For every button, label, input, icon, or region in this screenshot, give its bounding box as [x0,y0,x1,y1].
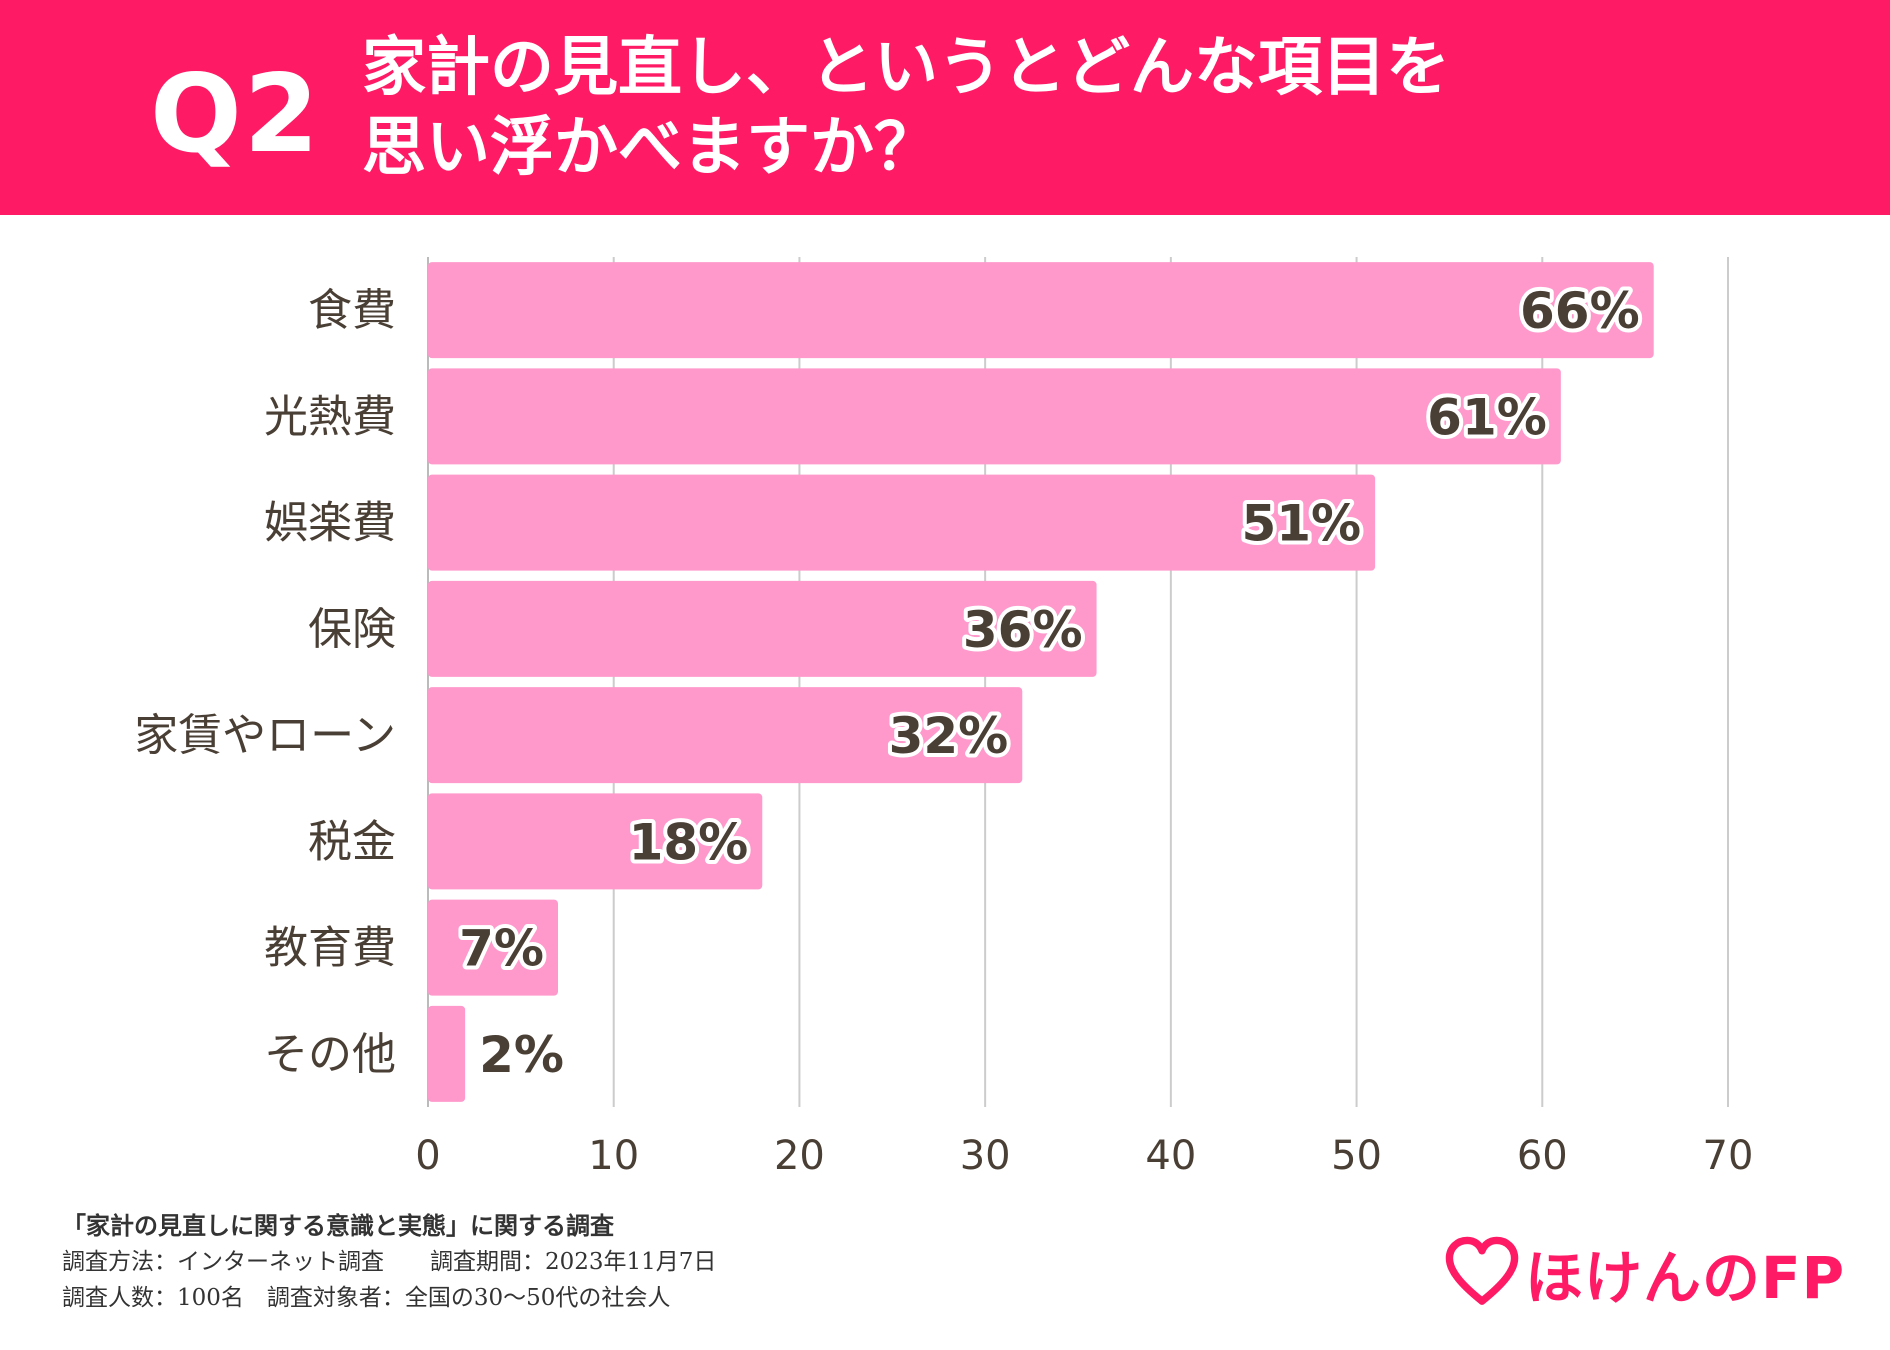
category-label-2: 娯楽費 [264,498,396,549]
question-title-line-2: 思い浮かべますか？ [362,111,938,185]
x-tick-label-0: 0 [415,1133,440,1179]
value-label-3: 36% [963,601,1083,659]
bar-1 [428,368,1561,465]
bar-3 [428,580,1097,677]
bar-6 [428,899,558,996]
survey-footnote: 「家計の見直しに関する意識と実態」に関する調査 調査方法：インターネット調査 調… [62,1208,716,1316]
value-label-1: 61% [1427,388,1547,446]
category-label-4: 家賃やローン [134,710,396,761]
bar-0 [428,262,1654,359]
question-title: 家計の見直し、というとどんな項目を 思い浮かべますか？ [362,28,1450,188]
bar-5 [428,793,763,890]
bar-7 [428,1005,466,1102]
category-label-0: 食費 [308,285,396,336]
value-labels: 66% 61% 51% 36% 32% 18% 7% 2% [455,278,1644,1088]
heart-icon [1445,1236,1519,1305]
x-tick-label-50: 50 [1331,1133,1382,1179]
bar-2 [428,474,1376,571]
value-label-5: 18% [629,813,749,871]
x-tick-label-40: 40 [1145,1133,1196,1179]
survey-title: 「家計の見直しに関する意識と実態」に関する調査 [62,1211,614,1240]
x-tick-label-70: 70 [1703,1133,1754,1179]
value-label-6: 7% [459,920,544,978]
value-label-2: 51% [1241,495,1361,553]
survey-method-period: 調査方法：インターネット調査 調査期間：2023年11月7日 [62,1249,717,1275]
category-label-3: 保険 [308,604,396,655]
x-tick-label-20: 20 [774,1133,825,1179]
category-label-6: 教育費 [264,923,396,974]
survey-respondents: 調査人数：100名 調査対象者：全国の30〜50代の社会人 [62,1285,671,1311]
value-label-0: 66% [1520,282,1640,340]
category-label-5: 税金 [308,816,396,867]
bars [428,262,1654,1102]
x-tick-label-10: 10 [588,1133,639,1179]
value-label-7: 2% [479,1026,564,1084]
brand-logo: ほけんのFP [1445,1228,1845,1318]
x-axis-tick-labels: 0 10 20 30 40 50 60 70 [415,1133,1753,1179]
x-tick-label-30: 30 [960,1133,1011,1179]
category-label-7: その他 [264,1029,396,1080]
question-title-line-1: 家計の見直し、というとどんな項目を [362,31,1450,105]
category-label-1: 光熱費 [264,391,396,442]
question-number: Q2 [150,52,321,177]
brand-name: ほけんのFP [1525,1244,1846,1312]
x-tick-label-60: 60 [1517,1133,1568,1179]
value-label-4: 32% [889,707,1009,765]
header-banner: Q2 家計の見直し、というとどんな項目を 思い浮かべますか？ [0,0,1890,215]
bar-4 [428,687,1023,784]
